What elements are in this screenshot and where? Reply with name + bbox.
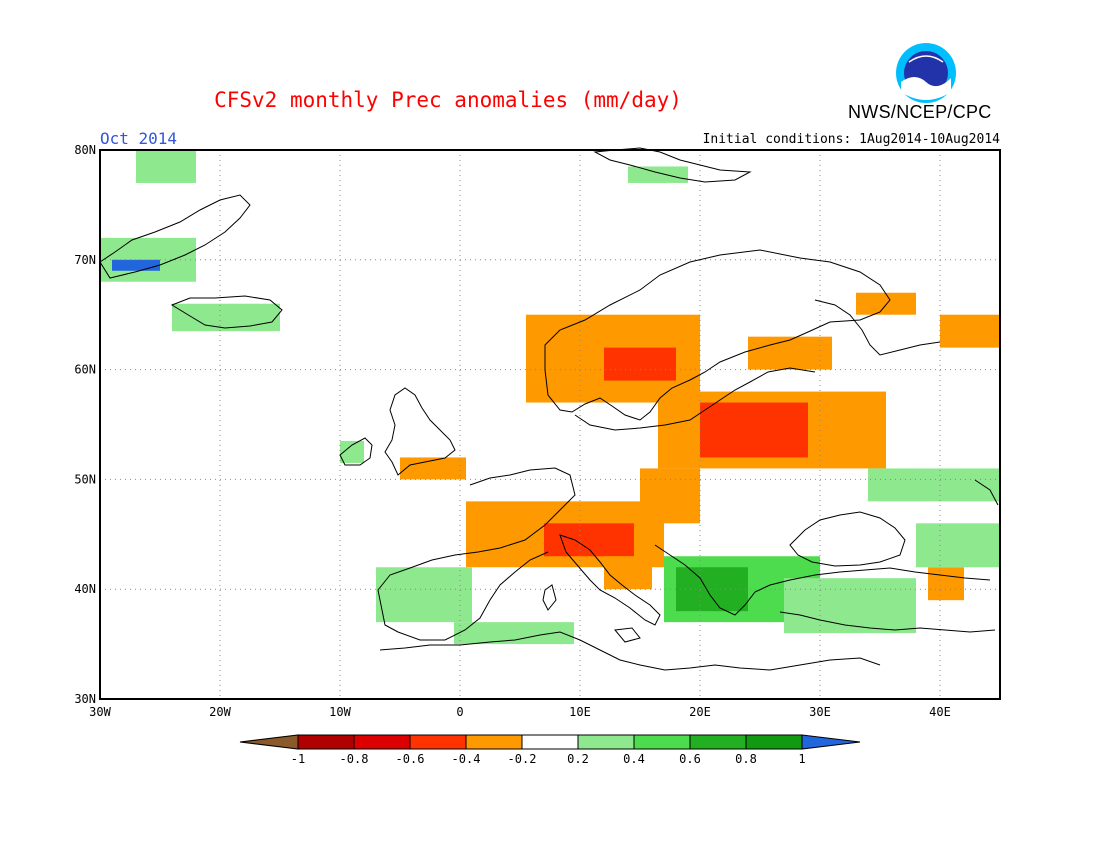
map-frame (99, 149, 1001, 700)
anomaly-alps-core (544, 523, 634, 557)
anomaly-caspian-west (916, 523, 1000, 568)
lon-tick-label: 30E (809, 705, 831, 719)
anomaly-italy-adriatic (604, 556, 652, 590)
colorbar-label: 0.4 (623, 752, 645, 766)
initial-conditions: Initial conditions: 1Aug2014-10Aug2014 (702, 132, 1000, 147)
longitude-labels: 30W 20W 10W 0 10E 20E 30E 40E (89, 705, 951, 719)
anomaly-shading (100, 150, 1000, 645)
anomaly-finland-karelia (748, 336, 832, 370)
colorbar-segment (465, 734, 523, 750)
coastlines (99, 147, 999, 671)
colorbar-segment (297, 734, 355, 750)
graticule (100, 150, 1000, 699)
colorbar-label: 0.8 (735, 752, 757, 766)
anomaly-north-africa (454, 622, 574, 645)
colorbar-label: -0.4 (452, 752, 481, 766)
agency-label: NWS/NCEP/CPC (848, 102, 992, 122)
colorbar-segment (745, 734, 803, 750)
anomaly-iceland (172, 303, 280, 332)
colorbar-label: -1 (291, 752, 305, 766)
lat-tick-label: 40N (74, 582, 96, 596)
lon-tick-label: 10E (569, 705, 591, 719)
anomaly-ireland (340, 440, 364, 463)
lat-tick-label: 80N (74, 143, 96, 157)
forecast-month: Oct 2014 (100, 129, 178, 148)
anomaly-svalbard (628, 166, 688, 183)
lon-tick-label: 20W (209, 705, 231, 719)
colorbar-label: -0.6 (396, 752, 425, 766)
colorbar-label: 0.6 (679, 752, 701, 766)
colorbar-arrow-high (801, 734, 861, 750)
anomaly-black-sea-north (868, 468, 1000, 502)
anomaly-ural-west (940, 314, 1000, 348)
colorbar-segment (409, 734, 467, 750)
anomaly-turkey (784, 578, 916, 634)
colorbar-label: 0.2 (567, 752, 589, 766)
anomaly-balkans-core (676, 567, 748, 612)
colorbar-segment (689, 734, 747, 750)
anomaly-greenland-blue (112, 259, 160, 271)
lon-tick-label: 40E (929, 705, 951, 719)
colorbar-label: 1 (798, 752, 805, 766)
colorbar-label: -0.8 (340, 752, 369, 766)
anomaly-scandinavia-core (604, 347, 676, 381)
lon-tick-label: 20E (689, 705, 711, 719)
lat-tick-label: 60N (74, 363, 96, 377)
anomaly-iberia (376, 567, 472, 623)
figure-title: CFSv2 monthly Prec anomalies (mm/day) (0, 88, 1100, 112)
colorbar-segment (353, 734, 411, 750)
color-legend: -1 -0.8 -0.6 -0.4 -0.2 0.2 0.4 0.6 0.8 1 (239, 734, 861, 766)
lat-tick-label: 30N (74, 692, 96, 706)
anomaly-caucasus (928, 567, 964, 601)
colorbar-label: -0.2 (508, 752, 537, 766)
colorbar-segment (633, 734, 691, 750)
noaa-logo (896, 43, 956, 103)
anomaly-greenland-top (136, 150, 196, 183)
anomaly-england (400, 457, 466, 480)
colorbar-arrow-low (239, 734, 299, 750)
figure-title-text: CFSv2 monthly Prec anomalies (mm/day) (214, 88, 682, 112)
anomaly-baltics-core (700, 402, 808, 458)
colorbar-segment (577, 734, 635, 750)
latitude-labels: 30N 40N 50N 60N 70N 80N (74, 143, 96, 706)
colorbar-segment (521, 734, 579, 750)
lat-tick-label: 70N (74, 253, 96, 267)
lon-tick-label: 30W (89, 705, 111, 719)
lat-tick-label: 50N (74, 472, 96, 486)
lon-tick-label: 0 (456, 705, 463, 719)
anomaly-north-russia (856, 292, 916, 315)
lon-tick-label: 10W (329, 705, 351, 719)
